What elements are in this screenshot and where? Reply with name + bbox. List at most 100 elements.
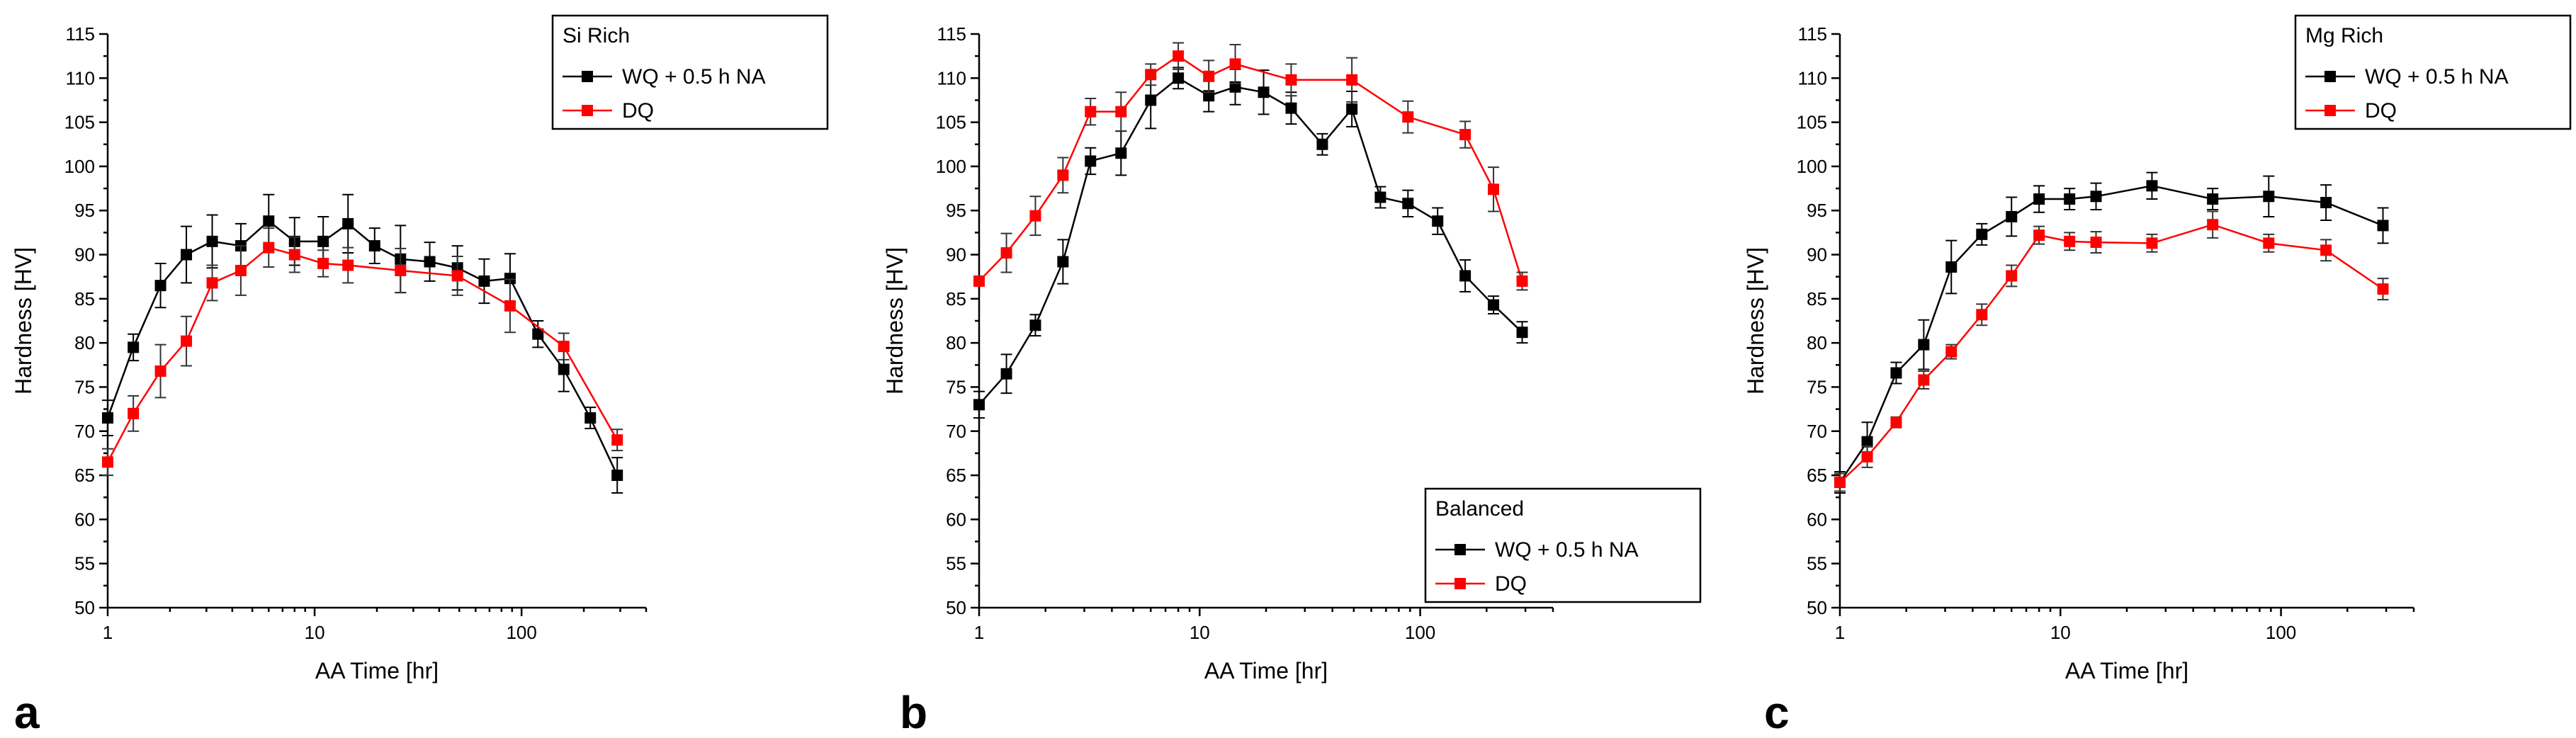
panel-a-series-wq-point	[532, 328, 544, 340]
panel-c-x-tick-label: 1	[1835, 622, 1845, 643]
panel-c-series-dq-point	[2377, 283, 2389, 295]
panel-b-series-dq-point	[1346, 74, 1358, 86]
panel-b-series-dq-point	[1029, 210, 1041, 222]
panel-c-series-dq-point	[2320, 244, 2332, 256]
panel-a-x-axis-title: AA Time [hr]	[315, 658, 439, 683]
panel-a-series-wq-point	[584, 412, 597, 424]
panel-a-series-wq-point	[504, 273, 516, 285]
panel-a-series-dq-point	[558, 341, 570, 353]
panel-c-y-tick-label: 65	[1807, 465, 1827, 486]
panel-a-series-wq-point	[154, 280, 166, 292]
panel-b-series-wq-point	[1145, 94, 1157, 106]
panel-a-series-dq-point	[342, 259, 354, 271]
panel-b-y-tick-label: 60	[946, 509, 966, 530]
panel-b-y-tick-label: 80	[946, 332, 966, 353]
panel-b-y-tick-label: 115	[937, 23, 966, 45]
panel-c-series-dq-point	[2146, 237, 2158, 249]
panel-b-series-dq-point	[1229, 58, 1241, 70]
panel-c-legend: Mg Rich WQ + 0.5 h NA DQ	[2294, 14, 2572, 130]
panel-c-label: c	[1764, 687, 1790, 738]
panel-a-y-tick-label: 75	[74, 376, 95, 397]
panel-a-series-dq-point	[395, 264, 407, 276]
panel-c-y-tick-label: 55	[1807, 553, 1827, 574]
panel-c-series-wq	[1834, 171, 2389, 494]
panel-a-label: a	[14, 687, 40, 738]
panel-b-series-wq-point	[1000, 368, 1012, 380]
panel-c-series-dq-point	[2006, 270, 2018, 282]
panel-c-series-wq-point	[2207, 193, 2219, 205]
panel-c-series-dq-line	[1839, 223, 2384, 483]
panel-a-y-tick-label: 90	[74, 244, 95, 266]
panel-a-series-wq-point	[102, 412, 113, 424]
panel-c-series-wq-point	[2320, 197, 2332, 209]
panel-a-series-dq-point	[263, 242, 275, 254]
panel-a-y-tick-label: 50	[74, 597, 95, 618]
panel-b-series-wq-point	[1285, 102, 1297, 114]
panel-c-series-dq-point	[1976, 309, 1988, 321]
panel-b-x-axis-title: AA Time [hr]	[1204, 658, 1328, 683]
panel-b-series-wq-point	[1316, 138, 1328, 150]
panel-c-y-tick-label: 100	[1797, 156, 1827, 177]
panel-a-series-wq-point	[317, 235, 329, 247]
panel-b-series-wq-point	[1459, 270, 1471, 282]
panel-c-y-tick-label: 90	[1807, 244, 1827, 266]
panel-c-series-dq-point	[2064, 235, 2076, 247]
panel-c-y-tick-label: 115	[1798, 23, 1827, 45]
panel-a-series-dq-point	[206, 277, 218, 289]
panel-a-series-wq-point	[558, 363, 570, 375]
panel-a-series-wq-point	[206, 235, 218, 247]
panel-b-legend-label: WQ + 0.5 h NA	[1495, 538, 1639, 562]
panel-a-series-dq-point	[504, 300, 516, 312]
panel-b-legend-swatch-marker	[1454, 544, 1466, 555]
panel-a-series-wq-point	[342, 217, 354, 229]
panel-c-series-wq-point	[1945, 261, 1958, 273]
panel-a-legend: Si Rich WQ + 0.5 h NA DQ	[551, 14, 829, 130]
panel-a-y-tick-label: 70	[74, 421, 95, 442]
panel-b-series-dq-line	[978, 55, 1523, 282]
panel-b-series-wq-point	[973, 399, 985, 411]
panel-b-x-tick-label: 100	[1405, 622, 1435, 643]
panel-b-series-dq-point	[1145, 69, 1157, 81]
panel-c-series-wq-line	[1838, 185, 2383, 483]
panel-a-series-dq-point	[317, 258, 329, 269]
panel-c-series-wq-point	[1861, 436, 1873, 448]
panel-c-y-tick-label: 80	[1807, 332, 1827, 353]
panel-b-y-tick-label: 95	[946, 200, 966, 221]
panel-b-y-axis-title: Hardness [HV]	[882, 247, 908, 394]
panel-b-series-dq-point	[1285, 74, 1297, 86]
panel-b-y-tick-label: 85	[946, 288, 966, 310]
panel-c-series-wq-point	[1918, 339, 1930, 351]
panel-a-y-tick-label: 85	[74, 288, 95, 310]
panel-a-series-dq-point	[451, 270, 463, 282]
panel-c-series-dq-point	[2090, 237, 2102, 249]
panel-b-series-dq-point	[973, 275, 985, 287]
panel-b-label: b	[900, 687, 927, 738]
panel-b-series-wq-point	[1057, 256, 1069, 268]
panel-b-series-wq-point	[1346, 103, 1358, 115]
panel-a-series-dq-point	[154, 365, 166, 377]
panel-b-series-wq-point	[1402, 198, 1414, 210]
panel-c-y-tick-label: 70	[1807, 421, 1827, 442]
panel-c-series-wq-point	[2263, 191, 2275, 203]
panel-a-y-tick-label: 60	[74, 509, 95, 530]
panel-c-series-wq-point	[1890, 367, 1902, 379]
panel-a-y-tick-label: 95	[74, 200, 95, 221]
panel-a-series-dq-point	[611, 434, 623, 446]
panel-a-series-dq-point	[181, 335, 193, 347]
panel-b-series-dq-point	[1459, 129, 1471, 141]
panel-c-x-axis-title: AA Time [hr]	[2065, 658, 2188, 683]
panel-a-x-tick-label: 100	[506, 622, 536, 643]
panel-b-y-tick-label: 90	[946, 244, 966, 266]
panel-a-legend-swatch-marker	[582, 105, 593, 116]
panel-b-y-tick-label: 75	[946, 376, 966, 397]
panel-b-series-wq	[973, 67, 1528, 419]
panel-c-series-wq-point	[2146, 180, 2158, 192]
panel-c-series-dq-point	[1890, 416, 1902, 428]
panel-b-series-wq-point	[1516, 327, 1528, 339]
panel-a-series-wq-point	[128, 341, 140, 353]
panel-b-y-tick-label: 70	[946, 421, 966, 442]
panel-b-y-tick-label: 55	[946, 553, 966, 574]
panel-a-series-wq-point	[611, 470, 623, 482]
